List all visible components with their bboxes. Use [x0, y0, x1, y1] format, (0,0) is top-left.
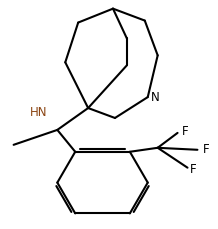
- Text: HN: HN: [30, 106, 47, 119]
- Text: F: F: [190, 163, 196, 176]
- Text: F: F: [182, 125, 189, 138]
- Text: N: N: [151, 91, 160, 104]
- Text: F: F: [203, 143, 209, 156]
